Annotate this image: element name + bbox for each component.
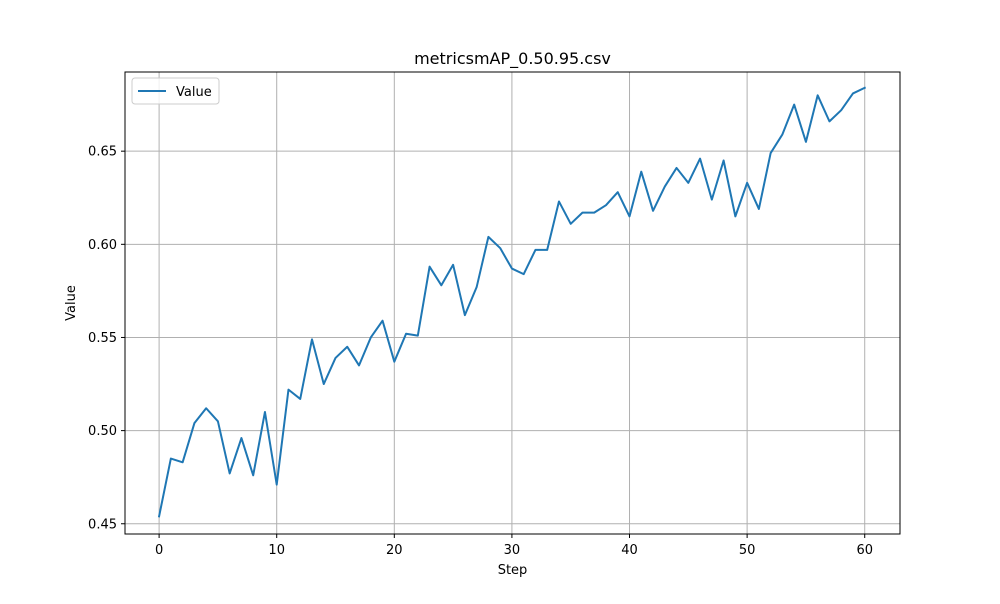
x-tick-label: 0 xyxy=(155,543,163,558)
x-tick-label: 40 xyxy=(621,543,638,558)
grid-lines xyxy=(125,72,900,534)
legend: Value xyxy=(131,77,220,105)
legend-label: Value xyxy=(176,85,212,100)
y-tick-label: 0.60 xyxy=(88,238,117,253)
x-tick-label: 30 xyxy=(504,543,521,558)
chart-title: metricsmAP_0.50.95.csv xyxy=(414,49,611,69)
x-axis-ticks: 0 10 20 30 40 50 60 xyxy=(155,534,873,558)
y-tick-label: 0.65 xyxy=(88,145,117,160)
y-axis-label: Value xyxy=(64,285,79,321)
x-axis-label: Step xyxy=(498,563,528,578)
series-layer xyxy=(157,86,867,518)
y-tick-label: 0.55 xyxy=(88,331,117,346)
y-tick-label: 0.50 xyxy=(88,424,117,439)
plot-area-frame xyxy=(124,71,901,535)
y-tick-label: 0.45 xyxy=(88,517,117,532)
legend-box xyxy=(131,77,220,105)
x-tick-label: 60 xyxy=(856,543,873,558)
y-axis-ticks: 0.45 0.50 0.55 0.60 0.65 xyxy=(88,145,125,532)
x-tick-label: 20 xyxy=(386,543,403,558)
x-tick-label: 50 xyxy=(739,543,756,558)
series-line-value xyxy=(157,86,867,518)
x-tick-label: 10 xyxy=(268,543,285,558)
